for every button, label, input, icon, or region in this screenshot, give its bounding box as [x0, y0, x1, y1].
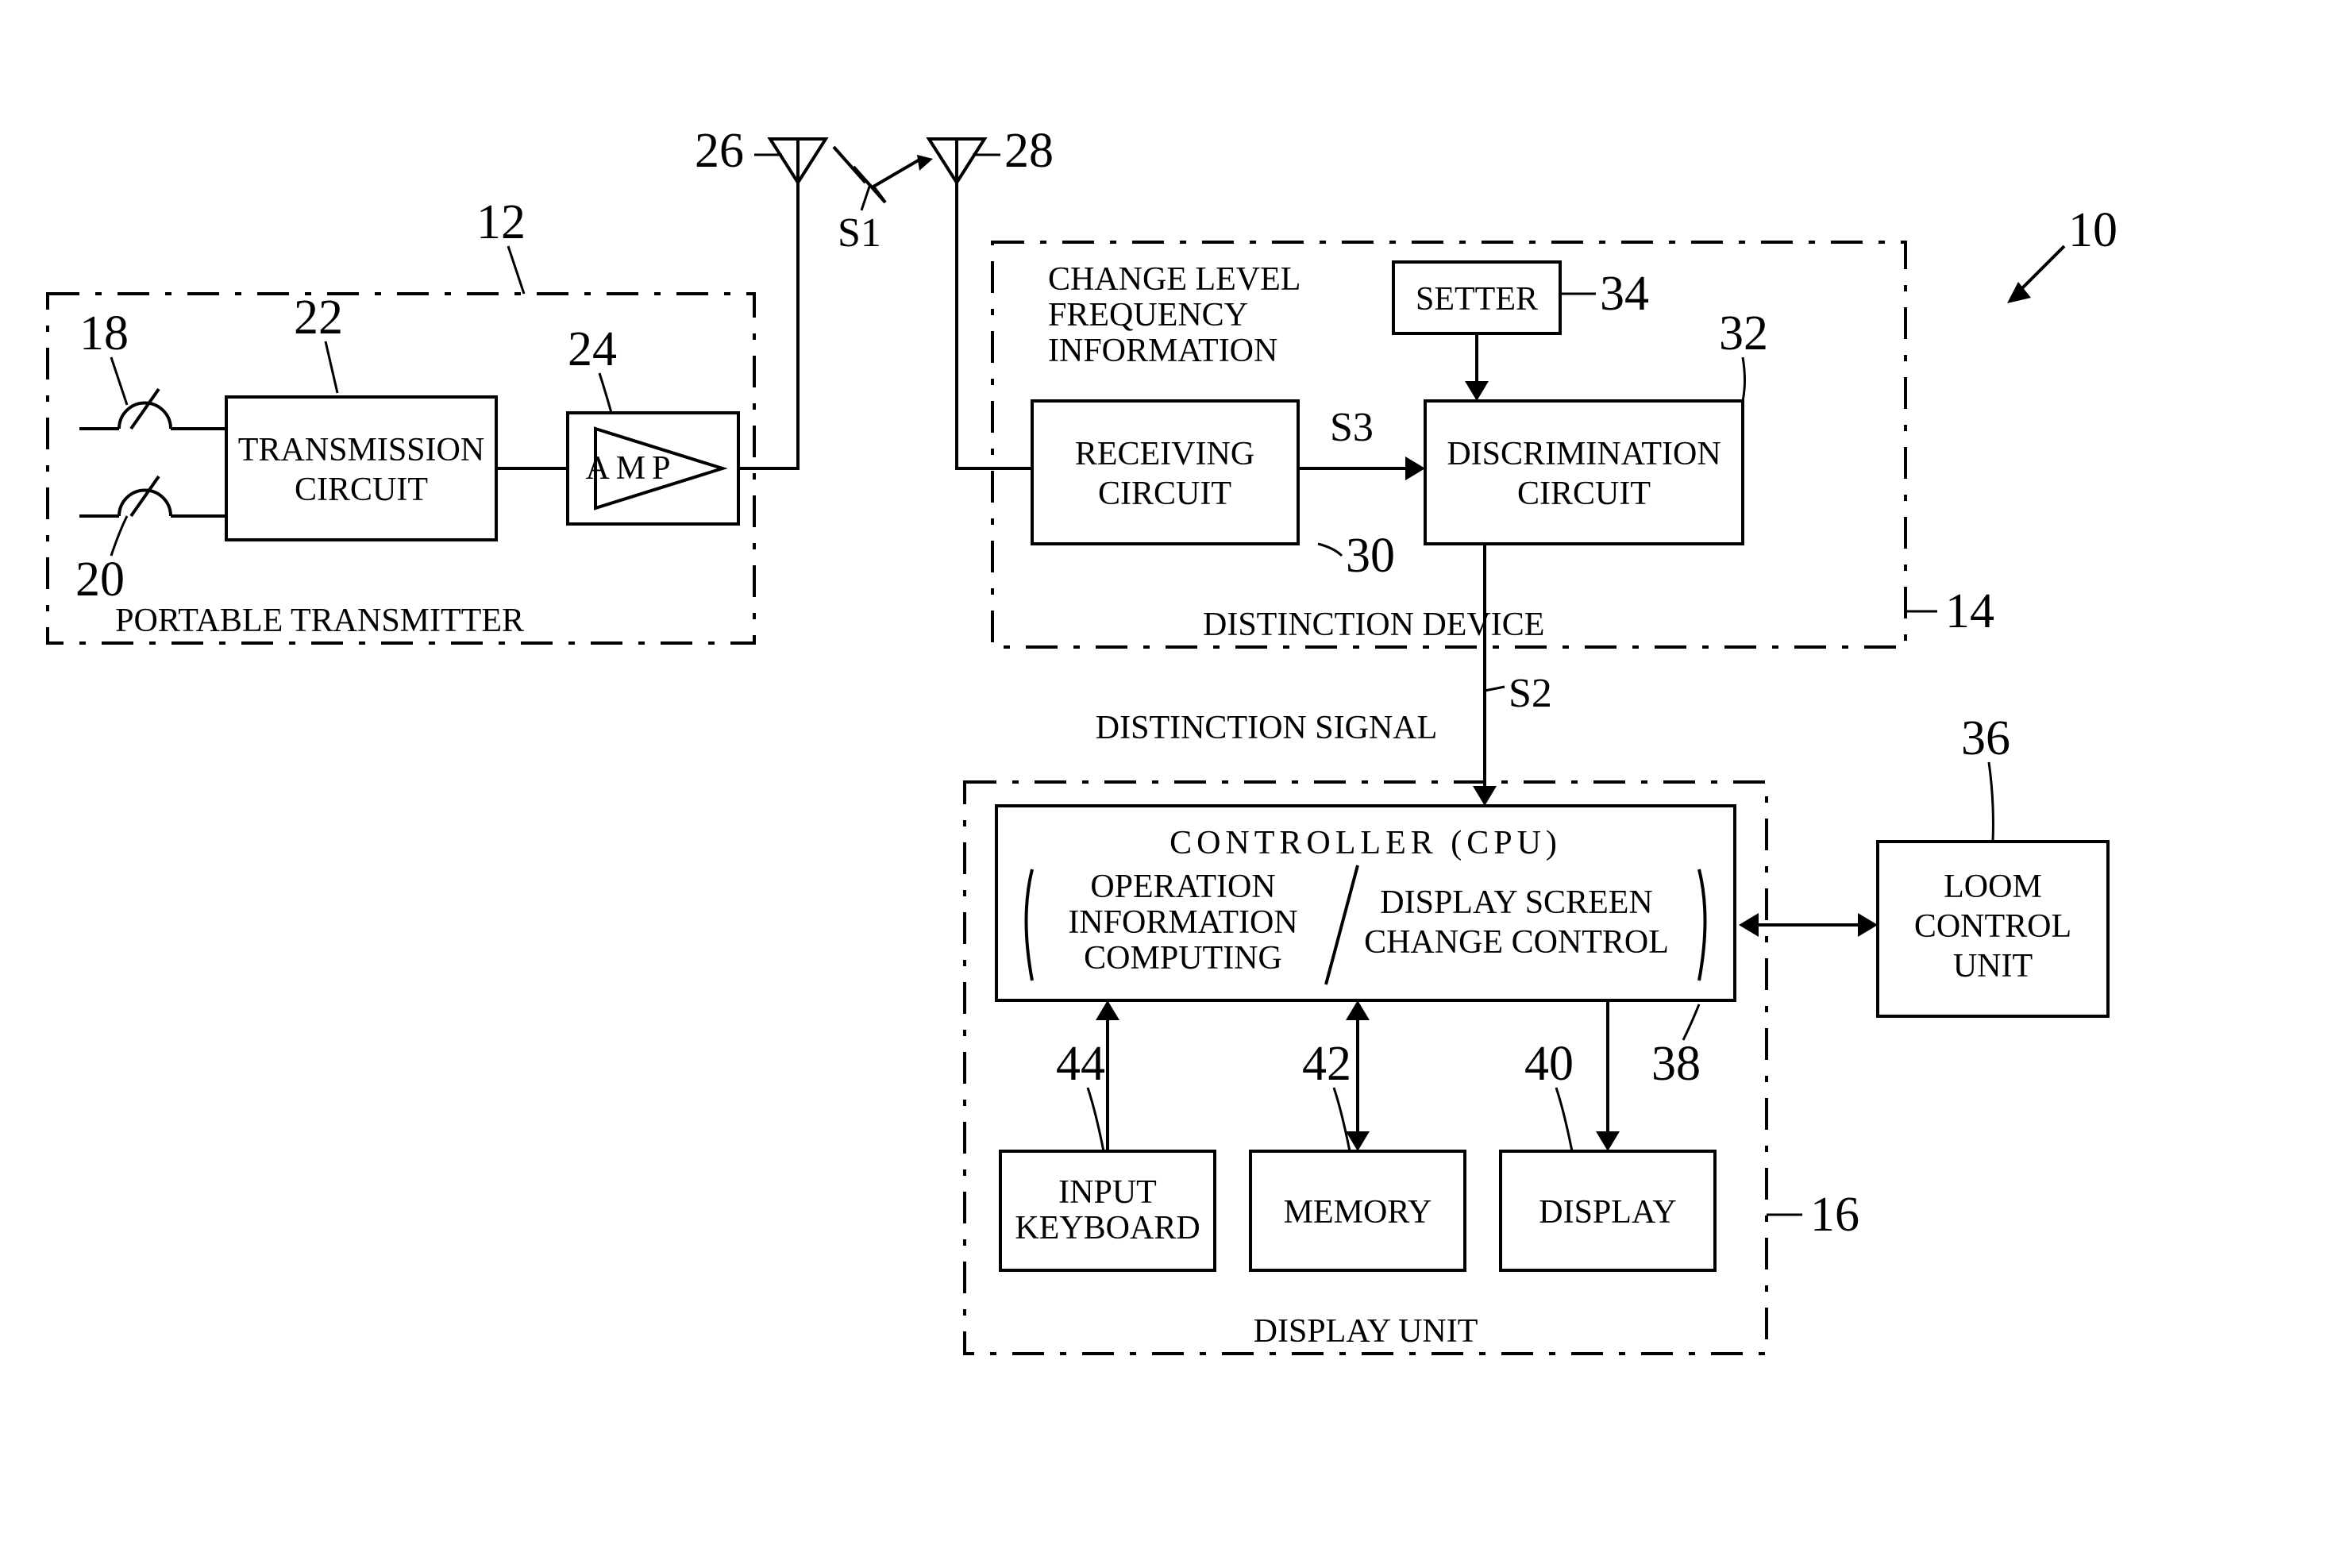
rf-zigzag	[834, 147, 921, 202]
signal-s1: S1	[838, 210, 881, 256]
ref-20: 20	[75, 553, 125, 607]
loom-label-1: LOOM	[1944, 869, 2042, 905]
display-label: DISPLAY	[1539, 1194, 1677, 1231]
wire-ant28-recv	[957, 183, 1032, 468]
receiving-circuit-block	[1032, 401, 1298, 544]
s2-leader	[1485, 687, 1505, 691]
signal-s2: S2	[1509, 671, 1552, 716]
arrow-disc-ctrl	[1473, 786, 1497, 806]
ref-28: 28	[1004, 124, 1054, 178]
ref-24: 24	[568, 322, 617, 376]
receiving-circuit-label-2: CIRCUIT	[1098, 476, 1231, 512]
ref-42: 42	[1302, 1037, 1351, 1091]
ref-20-leader	[111, 516, 127, 556]
switch-20-lever	[131, 476, 159, 516]
loom-label-2: CONTROL	[1914, 908, 2071, 945]
ref-44: 44	[1056, 1037, 1105, 1091]
change-level-label-1: CHANGE LEVEL	[1048, 261, 1301, 298]
ref-10: 10	[2068, 203, 2117, 257]
discrimination-circuit-label-2: CIRCUIT	[1517, 476, 1651, 512]
ref-18-leader	[111, 357, 127, 405]
ref-38: 38	[1651, 1037, 1701, 1091]
arrow-setter-disc	[1465, 381, 1489, 401]
ref-44-leader	[1088, 1088, 1104, 1151]
ref-30: 30	[1346, 529, 1395, 583]
ref-16: 16	[1810, 1188, 1859, 1242]
ref-34: 34	[1600, 267, 1649, 321]
ref-40: 40	[1524, 1037, 1574, 1091]
keyboard-label-2: KEYBOARD	[1015, 1210, 1200, 1246]
memory-label: MEMORY	[1284, 1194, 1432, 1231]
wire-amp-ant	[738, 183, 798, 468]
change-level-label-2: FREQUENCY	[1048, 297, 1248, 333]
op-label-3: COMPUTING	[1084, 940, 1282, 977]
s1-leader	[861, 187, 869, 210]
loom-label-3: UNIT	[1953, 948, 2033, 984]
ref-22: 22	[294, 291, 343, 345]
portable-transmitter-label: PORTABLE TRANSMITTER	[115, 603, 524, 639]
transmission-circuit-label-2: CIRCUIT	[295, 472, 428, 508]
ref-10-arrow	[2017, 246, 2064, 294]
switch-18-lever	[131, 389, 159, 429]
op-label-1: OPERATION	[1090, 869, 1275, 905]
setter-label: SETTER	[1416, 281, 1538, 318]
ref-38-leader	[1683, 1004, 1699, 1040]
ref-22-leader	[326, 341, 337, 393]
ref-36: 36	[1961, 711, 2010, 765]
display-unit-label: DISPLAY UNIT	[1254, 1313, 1478, 1350]
ref-40-leader	[1556, 1088, 1572, 1151]
change-level-label-3: INFORMATION	[1048, 333, 1277, 369]
ref-30-leader	[1318, 544, 1342, 556]
distinction-device-label: DISTINCTION DEVICE	[1203, 607, 1544, 643]
transmission-circuit-block	[226, 397, 496, 540]
ref-42-leader	[1334, 1088, 1350, 1151]
arrow-ctrl-loom-r	[1858, 913, 1878, 937]
ref-32-leader	[1743, 357, 1745, 401]
arrow-ctrl-disp	[1596, 1131, 1620, 1151]
controller-div-mid	[1326, 865, 1358, 984]
switch-20	[79, 491, 226, 517]
ref-18: 18	[79, 306, 129, 360]
amp-label: AMP	[585, 450, 676, 487]
ref-14: 14	[1945, 584, 1994, 638]
controller-div-right	[1699, 869, 1705, 980]
transmission-circuit-label-1: TRANSMISSION	[238, 432, 484, 468]
ds-label-2: CHANGE CONTROL	[1364, 924, 1669, 961]
discrimination-circuit-block	[1425, 401, 1743, 544]
arrow-ctrl-loom-l	[1739, 913, 1759, 937]
arrow-mem-up	[1346, 1000, 1370, 1020]
arrow-kbd-ctrl	[1096, 1000, 1119, 1020]
switch-18	[79, 403, 226, 430]
arrow-recv-disc	[1405, 457, 1425, 480]
ref-12: 12	[476, 195, 526, 249]
ds-label-1: DISPLAY SCREEN	[1380, 884, 1652, 921]
ref-12-leader	[508, 246, 524, 294]
distinction-signal-label: DISTINCTION SIGNAL	[1096, 710, 1437, 746]
block-diagram: PORTABLE TRANSMITTER 12 TRANSMISSION CIR…	[0, 0, 2339, 1568]
discrimination-circuit-label-1: DISCRIMINATION	[1447, 436, 1721, 472]
ref-26: 26	[695, 124, 744, 178]
ref-32: 32	[1719, 306, 1768, 360]
keyboard-label-1: INPUT	[1058, 1174, 1157, 1211]
ref-24-leader	[599, 373, 611, 413]
rf-zigzag-arrow	[917, 155, 933, 171]
controller-div-left	[1027, 869, 1033, 980]
controller-title: CONTROLLER (CPU)	[1170, 825, 1562, 861]
receiving-circuit-label-1: RECEIVING	[1075, 436, 1254, 472]
op-label-2: INFORMATION	[1068, 904, 1297, 941]
ref-36-leader	[1989, 762, 1993, 842]
signal-s3: S3	[1330, 405, 1374, 450]
